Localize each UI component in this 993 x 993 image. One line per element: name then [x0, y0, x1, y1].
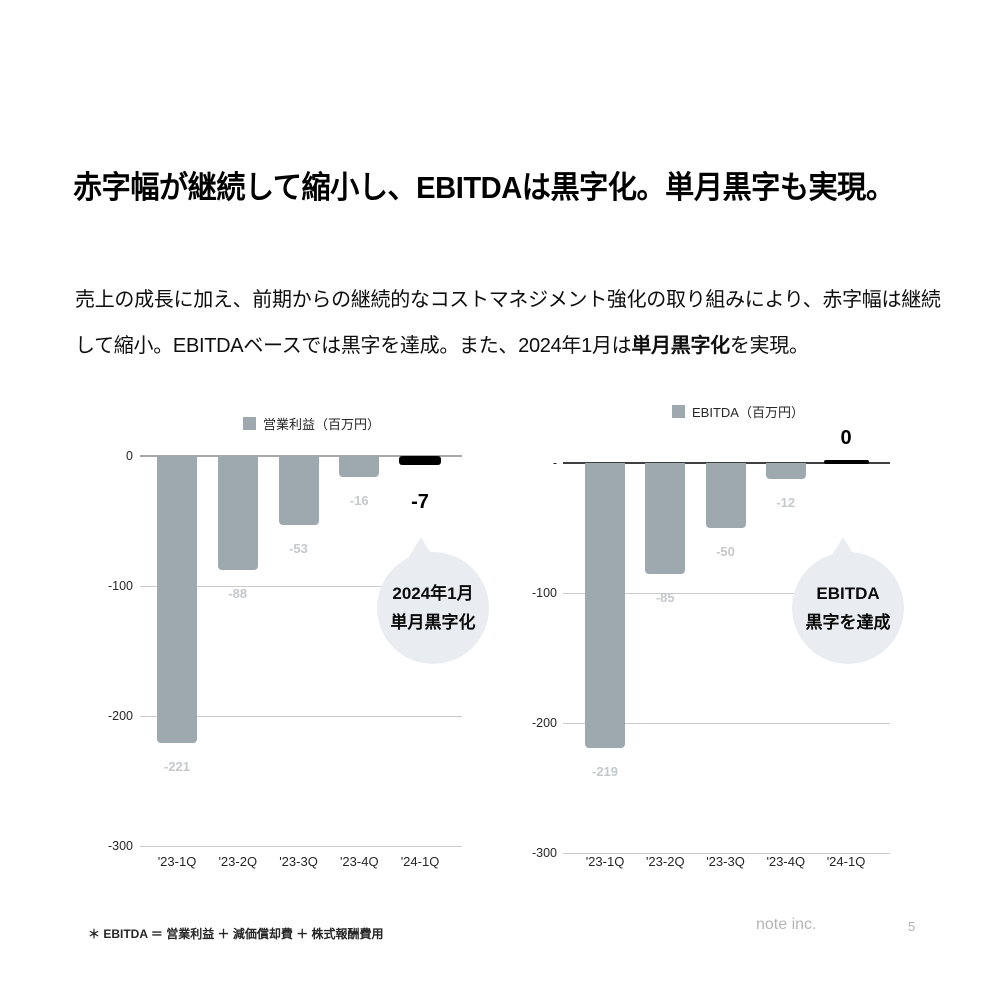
bar-'23-1Q [157, 456, 197, 744]
x-axis-tick-label: '23-3Q [279, 854, 318, 869]
legend-label: 営業利益（百万円） [263, 417, 381, 432]
body-text-tail: を実現。 [729, 335, 809, 357]
x-axis-tick-label: '23-2Q [645, 854, 685, 869]
x-axis-tick-label: '23-3Q [706, 854, 745, 869]
x-axis-tick-label: '23-1Q [585, 854, 625, 869]
bar-'23-1Q [585, 463, 625, 748]
legend: EBITDA（百万円） [672, 402, 804, 421]
bar-'24-1Q [399, 456, 441, 466]
bar-'23-2Q [217, 456, 258, 571]
callout-line2: 黒字を達成 [805, 613, 891, 632]
bar-'24-1Q [824, 460, 869, 464]
callout-line1: 2024年1月 [392, 584, 474, 603]
y-axis-tick-label: -300 [107, 839, 133, 853]
ebitda-chart: EBITDA（百万円） EBITDA 黒字を達成 - -100 -200 -300 -2… [530, 396, 930, 896]
bar-'23-3Q [705, 463, 746, 528]
y-axis-tick-label: -100 [531, 586, 557, 600]
body-text-emphasis: 単月黒字化 [631, 335, 730, 357]
callout-line2: 単月黒字化 [390, 613, 476, 632]
y-axis-tick-label: -200 [107, 709, 133, 723]
page-title: 赤字幅が継続して縮小し、EBITDAは黒字化。単月黒字も実現。 [73, 169, 895, 205]
y-axis-tick-label: - [552, 456, 557, 470]
bar-value-label: -85 [655, 589, 675, 605]
y-axis-tick-label: -300 [531, 846, 557, 860]
page-number: 5 [908, 919, 916, 934]
y-axis-tick-label: 0 [126, 449, 133, 463]
gridline [563, 723, 890, 724]
x-axis-tick-label: '24-1Q [400, 854, 440, 869]
gridline [140, 846, 462, 847]
callout-monthly-profit: 2024年1月 単月黒字化 [377, 537, 489, 664]
legend-label: EBITDA（百万円） [692, 405, 804, 420]
callout-line1: EBITDA [816, 584, 880, 603]
gridline [563, 853, 890, 854]
callout-tail-icon [404, 537, 438, 565]
x-axis-tick-label: '23-4Q [339, 854, 379, 869]
legend: 営業利益（百万円） [243, 414, 380, 433]
body-text-lead: 売上の成長に加え、前期からの継続的なコストマネジメント強化の取り組みにより、赤字… [75, 289, 941, 357]
bar-value-label: 0 [840, 427, 852, 449]
legend-swatch-icon [243, 417, 256, 430]
bar-value-label: -50 [716, 544, 735, 559]
x-axis-tick-label: '23-2Q [218, 854, 258, 869]
x-axis-tick-label: '23-1Q [157, 854, 197, 869]
x-axis-tick-label: '24-1Q [826, 854, 866, 869]
callout-tail-icon [826, 537, 860, 565]
bar-'23-4Q [339, 456, 380, 477]
bar-value-label: -88 [228, 586, 248, 602]
bar-value-label: -16 [349, 492, 369, 508]
gridline [140, 586, 462, 587]
operating-profit-chart: 営業利益（百万円） 2024年1月 単月黒字化 0 -100 -200 -300 -22… [95, 396, 495, 896]
bar-'23-3Q [278, 456, 319, 525]
bar-value-label: -7 [411, 491, 429, 514]
y-axis-tick-label: -100 [107, 579, 133, 593]
footnote: ＊ EBITDA ＝ 営業利益 ＋ 減価償却費 ＋ 株式報酬費用 [88, 927, 384, 941]
legend-swatch-icon [672, 405, 685, 418]
y-axis-tick-label: -200 [531, 716, 557, 730]
body-paragraph: 売上の成長に加え、前期からの継続的なコストマネジメント強化の取り組みにより、赤字… [75, 277, 947, 369]
bar-'23-4Q [765, 463, 806, 479]
callout-ebitda-profit: EBITDA 黒字を達成 [792, 537, 904, 664]
bar-value-label: -219 [591, 763, 619, 779]
company-name: note inc. [756, 916, 817, 933]
bar-'23-2Q [645, 463, 686, 574]
gridline [563, 593, 890, 594]
bar-value-label: -221 [163, 759, 191, 775]
bar-value-label: -12 [776, 494, 796, 510]
bar-value-label: -53 [289, 540, 308, 556]
gridline [140, 716, 462, 717]
x-axis-tick-label: '23-4Q [766, 854, 806, 869]
